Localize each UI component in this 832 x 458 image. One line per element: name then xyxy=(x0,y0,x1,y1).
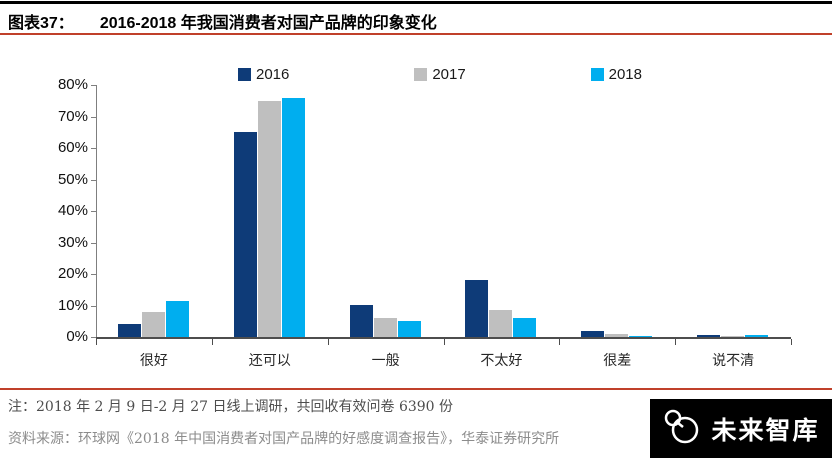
bar-2016-一般 xyxy=(350,305,373,337)
bar-2017-很差 xyxy=(605,334,628,337)
x-axis-tick xyxy=(559,339,561,345)
x-axis-tick xyxy=(791,339,792,345)
x-axis-category-label: 很差 xyxy=(603,352,632,368)
chart-header: 图表37： 2016-2018 年我国消费者对国产品牌的印象变化 xyxy=(8,9,824,33)
y-axis-tick-label: 20% xyxy=(57,265,88,282)
logo-text: 未来智库 xyxy=(711,416,820,445)
y-axis-tick-label: 80% xyxy=(57,76,88,93)
x-axis-category-label: 很好 xyxy=(139,352,168,368)
bar-2018-说不清 xyxy=(745,335,768,337)
x-axis-category-label: 不太好 xyxy=(480,352,523,368)
bar-2018-很差 xyxy=(629,336,652,337)
y-axis-tick-label: 70% xyxy=(57,107,88,125)
page-title: 2016-2018 年我国消费者对国产品牌的印象变化 xyxy=(99,15,437,32)
y-axis-tick-label: 40% xyxy=(57,202,88,219)
y-axis-tick-label: 10% xyxy=(57,296,88,314)
chart-source: 资料来源：环球网《2018 年中国消费者对国产品牌的好感度调查报告》，华泰证券研… xyxy=(8,431,560,447)
bar-2017-不太好 xyxy=(489,310,512,337)
legend-swatch-icon xyxy=(238,68,251,81)
bar-2016-很好 xyxy=(118,324,141,337)
y-axis-tick xyxy=(91,116,96,118)
y-axis-tick xyxy=(91,179,96,181)
y-axis-tick-label: 60% xyxy=(57,139,88,156)
y-axis-tick xyxy=(91,148,96,149)
bar-2016-说不清 xyxy=(697,335,720,337)
bar-2016-还可以 xyxy=(234,132,257,337)
legend-item-2017: 2017 xyxy=(414,66,466,83)
y-axis-tick-label: 0% xyxy=(66,328,88,345)
bar-2017-一般 xyxy=(374,318,397,337)
bar-2018-很好 xyxy=(166,301,189,337)
x-axis-line xyxy=(96,337,791,339)
y-axis-tick xyxy=(91,211,96,212)
legend-label: 2018 xyxy=(608,66,642,83)
y-axis-tick xyxy=(91,242,96,244)
y-axis-tick xyxy=(91,85,96,86)
y-axis-tick xyxy=(91,274,96,275)
y-axis-line xyxy=(96,85,97,337)
bar-2016-不太好 xyxy=(465,280,488,337)
chart-legend: 2016 2017 2018 xyxy=(238,66,642,83)
y-axis-tick-label: 30% xyxy=(57,233,88,251)
chart-note: 注：2018 年 2 月 9 日-2 月 27 日线上调研，共回收有效问卷 63… xyxy=(8,399,454,415)
x-axis-tick xyxy=(675,339,677,345)
bar-2016-很差 xyxy=(581,331,604,337)
legend-label: 2016 xyxy=(256,66,290,83)
x-axis-tick xyxy=(443,339,445,345)
bird-logo-icon xyxy=(662,406,702,451)
x-axis-category-label: 一般 xyxy=(371,352,400,368)
legend-item-2016: 2016 xyxy=(238,66,289,83)
x-axis-tick xyxy=(327,339,329,345)
y-axis-tick xyxy=(91,305,96,307)
x-axis-tick xyxy=(96,339,97,345)
bar-2017-说不清 xyxy=(721,336,744,337)
bar-2017-很好 xyxy=(142,312,165,337)
top-rule xyxy=(0,1,832,4)
x-axis-category-label: 说不清 xyxy=(712,352,755,368)
legend-swatch-icon xyxy=(590,68,604,81)
bar-2017-还可以 xyxy=(258,101,281,337)
title-divider xyxy=(0,33,832,35)
legend-item-2018: 2018 xyxy=(590,66,642,83)
footer-divider xyxy=(0,388,832,390)
legend-label: 2017 xyxy=(432,66,466,83)
x-axis-category-label: 还可以 xyxy=(248,352,291,368)
watermark-logo: 未来智库 xyxy=(650,399,832,458)
bar-2018-一般 xyxy=(398,321,421,337)
figure-number: 图表37： xyxy=(8,15,74,32)
x-axis-tick xyxy=(211,339,213,345)
y-axis-tick-label: 50% xyxy=(57,170,88,188)
y-axis-tick xyxy=(91,337,96,338)
bar-2018-不太好 xyxy=(513,318,536,337)
bar-2018-还可以 xyxy=(282,98,305,337)
legend-swatch-icon xyxy=(414,68,428,81)
